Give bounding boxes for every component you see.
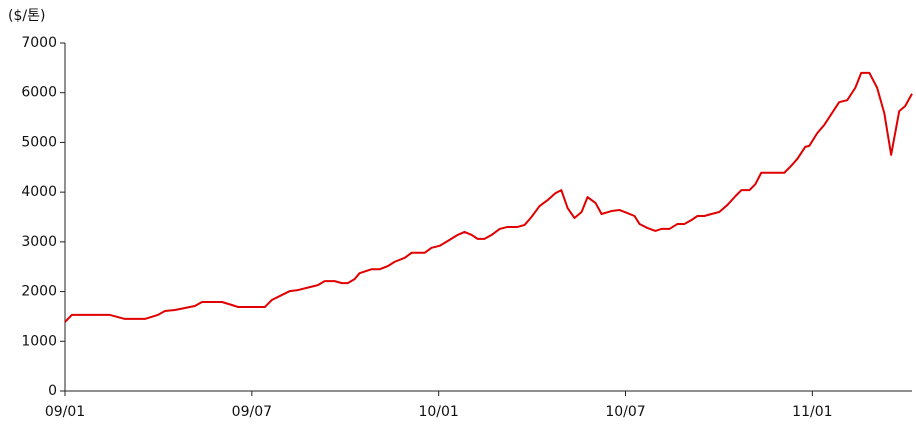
- line: [64, 71, 913, 323]
- y-tick-label: 2000: [21, 284, 57, 300]
- unit-label: ($/톤): [8, 8, 45, 24]
- y-tick-label: 0: [48, 383, 57, 399]
- x-tick-label: 10/01: [418, 404, 458, 420]
- x-tick-label: 09/07: [232, 404, 272, 420]
- x-tick-label: 09/01: [45, 404, 85, 420]
- y-tick-label: 1000: [21, 333, 57, 349]
- y-tick-label: 4000: [21, 184, 57, 200]
- y-tick-label: 3000: [21, 234, 57, 250]
- y-tick-label: 5000: [21, 134, 57, 150]
- y-tick-label: 6000: [21, 85, 57, 101]
- x-tick-label: 10/07: [605, 404, 645, 420]
- y-tick-label: 7000: [21, 35, 57, 51]
- x-tick-label: 11/01: [792, 404, 832, 420]
